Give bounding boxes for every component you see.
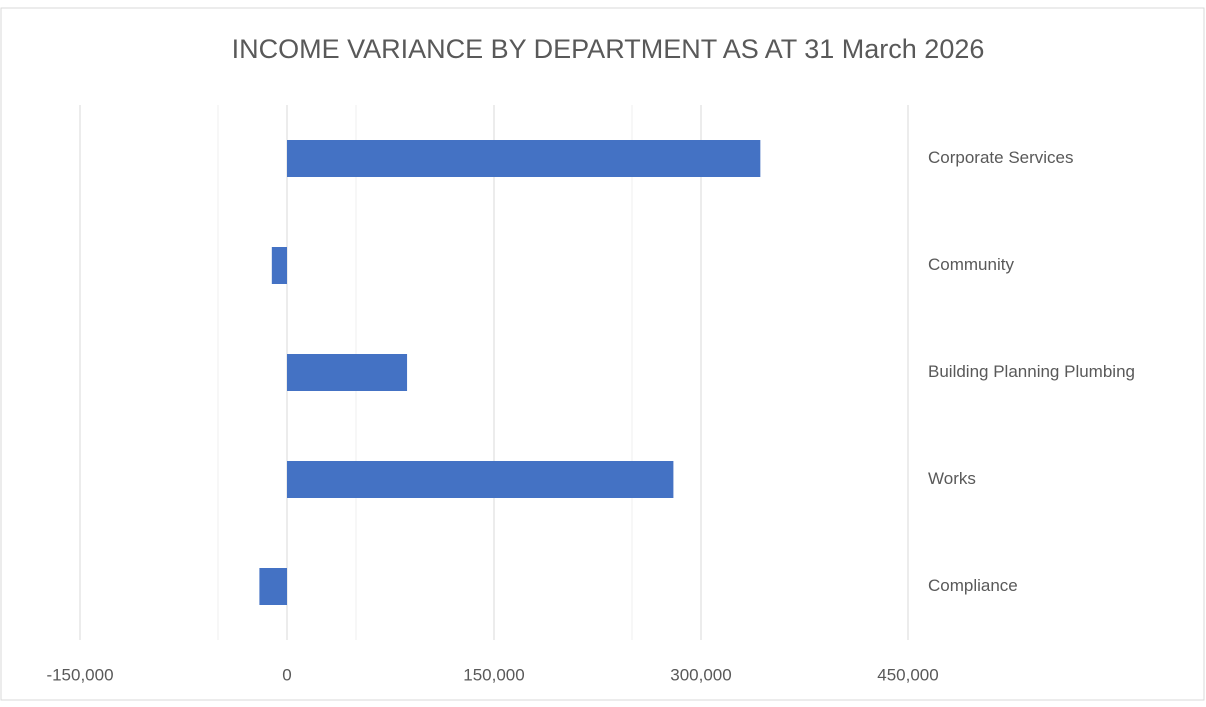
chart-title: INCOME VARIANCE BY DEPARTMENT AS AT 31 M…	[232, 34, 985, 64]
x-tick-label: 450,000	[877, 665, 938, 684]
chart-border	[0, 7, 1205, 701]
x-tick-label: 0	[282, 665, 291, 684]
category-label: Community	[928, 255, 1014, 274]
bar	[259, 568, 287, 605]
bar	[287, 354, 408, 391]
bar	[271, 247, 287, 284]
category-label: Corporate Services	[928, 148, 1074, 167]
bar	[287, 140, 761, 177]
category-label: Building Planning Plumbing	[928, 362, 1135, 381]
x-tick-label: -150,000	[46, 665, 113, 684]
bar	[287, 461, 674, 498]
category-label: Works	[928, 469, 976, 488]
x-tick-label: 150,000	[463, 665, 524, 684]
category-label: Compliance	[928, 576, 1018, 595]
x-tick-label: 300,000	[670, 665, 731, 684]
